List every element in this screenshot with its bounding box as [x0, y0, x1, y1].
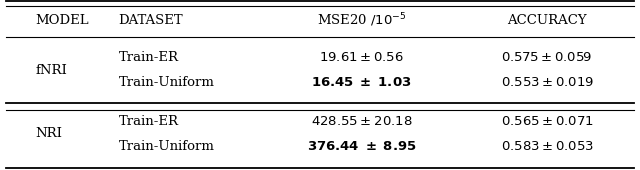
Text: DATASET: DATASET [118, 14, 183, 27]
Text: $\mathbf{16.45\ \pm\ 1.03}$: $\mathbf{16.45\ \pm\ 1.03}$ [312, 76, 412, 89]
Text: $\mathbf{376.44\ \pm\ 8.95}$: $\mathbf{376.44\ \pm\ 8.95}$ [307, 140, 417, 153]
Text: Train-ER: Train-ER [118, 115, 179, 128]
Text: $0.583\pm0.053$: $0.583\pm0.053$ [500, 140, 594, 153]
Text: MODEL: MODEL [35, 14, 89, 27]
Text: $0.553\pm0.019$: $0.553\pm0.019$ [500, 76, 594, 89]
Text: Train-ER: Train-ER [118, 51, 179, 64]
Text: ACCURACY: ACCURACY [508, 14, 587, 27]
Text: Train-Uniform: Train-Uniform [118, 140, 214, 153]
Text: Train-Uniform: Train-Uniform [118, 76, 214, 89]
Text: $19.61\pm0.56$: $19.61\pm0.56$ [319, 51, 404, 64]
Text: NRI: NRI [35, 127, 62, 140]
Text: $0.565\pm0.071$: $0.565\pm0.071$ [500, 115, 594, 128]
Text: $0.575\pm0.059$: $0.575\pm0.059$ [502, 51, 593, 64]
Text: fNRI: fNRI [35, 64, 67, 77]
Text: MSE20 $/10^{-5}$: MSE20 $/10^{-5}$ [317, 12, 406, 29]
Text: $428.55\pm20.18$: $428.55\pm20.18$ [311, 115, 412, 128]
